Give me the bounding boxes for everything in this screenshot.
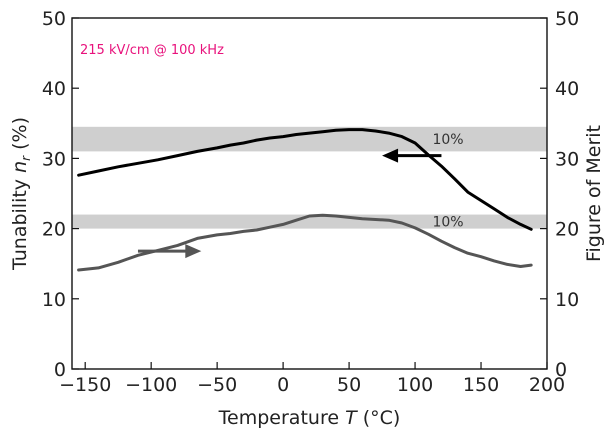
y-tick-right-label: 30 [555,148,579,170]
y-tick-left-label: 50 [42,8,66,30]
x-tick-label: 50 [337,374,361,396]
y-axis-right-label: Figure of Merit [583,125,605,262]
x-tick-label: −50 [197,374,237,396]
y-tick-left-label: 20 [42,219,66,241]
series-layer [77,128,533,272]
x-tick-label: −150 [59,374,111,396]
x-tick-label: 0 [277,374,289,396]
x-tick-label: 200 [529,374,565,396]
x-axis-label-text: Temperature [218,407,345,429]
x-tick-label: −100 [125,374,177,396]
y-tick-left-label: 10 [42,289,66,311]
y-tick-right-label: 10 [555,289,579,311]
y-axis-left-label: Tunability nr (%) [9,117,33,271]
y-tick-left-label: 30 [42,148,66,170]
series-line-1 [77,213,533,272]
series-line-0 [77,128,533,231]
y-tick-left-label: 0 [54,359,66,381]
y-axis-left-label-sub: r [19,155,33,161]
bands-layer: 10% 10% [72,126,547,231]
y-axis-left-label-var: n [9,161,31,173]
y-tick-right-label: 20 [555,219,579,241]
condition-annotation: 215 kV/cm @ 100 kHz [80,43,224,58]
y-axis-left-label-unit: (%) [9,117,31,156]
x-tick-label: 150 [463,374,499,396]
x-axis-label-unit: (°C) [357,407,401,429]
y-tick-right-label: 0 [555,359,567,381]
band-1 [72,214,547,229]
y-tick-left-label: 40 [42,78,66,100]
arrows-layer [137,148,442,259]
plot-frame [71,17,548,370]
x-axis-label: Temperature T (°C) [218,407,401,429]
band-0 [72,126,547,152]
axis-arrow-left [382,148,442,163]
band-label-0: 10% [432,132,463,148]
axis-arrow-right [137,244,202,259]
y-tick-right-label: 50 [555,8,579,30]
x-tick-label: 100 [397,374,433,396]
y-axis-left-label-text: Tunability [9,173,31,271]
x-axis-label-var: T [345,407,358,429]
y-tick-right-label: 40 [555,78,579,100]
band-label-1: 10% [432,215,463,231]
